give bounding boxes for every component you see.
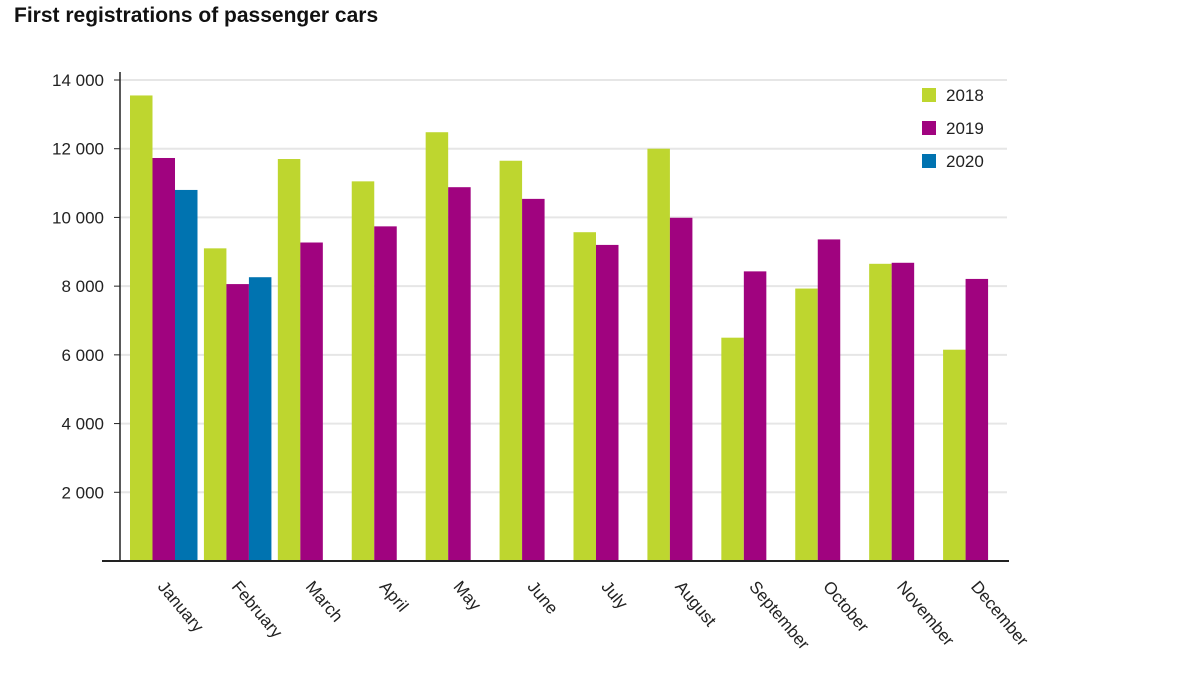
x-tick-label-june: June [524, 577, 562, 617]
x-tick-label-july: July [597, 577, 631, 613]
chart-title: First registrations of passenger cars [14, 4, 379, 27]
legend-label-2019: 2019 [946, 119, 984, 138]
bar-2019-january [152, 157, 175, 561]
bars [130, 95, 989, 562]
y-tick-label: 2 000 [61, 483, 104, 502]
bar-2018-december [943, 349, 966, 561]
bar-2019-july [596, 244, 619, 561]
x-tick-label-october: October [819, 577, 873, 636]
x-tick-label-september: September [745, 577, 813, 653]
gridlines [120, 79, 1007, 494]
bar-2019-february [226, 284, 249, 561]
y-tick-label: 10 000 [52, 208, 104, 227]
bar-2018-july [573, 232, 596, 561]
x-tick-label-march: March [302, 577, 347, 625]
bar-2019-october [817, 239, 841, 561]
bar-2019-december [965, 278, 989, 561]
bar-2019-may [448, 187, 471, 562]
bar-2018-may [425, 132, 449, 562]
legend-label-2018: 2018 [946, 86, 984, 105]
y-tick-label: 12 000 [52, 140, 104, 159]
bar-2018-march [277, 159, 301, 561]
bar-2019-june [522, 198, 545, 561]
bar-2018-november [869, 263, 892, 561]
x-tick-label-december: December [967, 577, 1032, 650]
bar-2018-june [499, 160, 523, 561]
bar-2018-february [203, 248, 227, 561]
x-tick-label-november: November [893, 577, 958, 650]
bar-2018-september [721, 337, 744, 561]
bar-2019-september [743, 271, 767, 561]
legend-swatch-2018 [922, 88, 936, 102]
y-tick-label: 6 000 [61, 346, 104, 365]
y-tick-label: 4 000 [61, 415, 104, 434]
bar-2020-february [248, 277, 272, 561]
bar-2018-january [130, 95, 153, 561]
bar-2018-august [647, 148, 670, 561]
x-tick-label-february: February [228, 577, 287, 642]
x-tick-label-may: May [450, 577, 486, 614]
legend-swatch-2020 [922, 154, 936, 168]
bar-2018-april [351, 181, 375, 561]
y-tick-label: 14 000 [52, 71, 104, 90]
legend: 2018 2019 2020 [922, 86, 984, 171]
bar-2019-august [669, 217, 693, 561]
bar-2019-april [374, 226, 397, 561]
legend-swatch-2019 [922, 121, 936, 135]
bar-2019-november [891, 262, 915, 561]
bar-2020-january [175, 189, 198, 561]
x-tick-label-april: April [376, 577, 412, 615]
y-tick-label: 8 000 [61, 277, 104, 296]
bar-2019-march [300, 242, 323, 562]
x-tick-label-august: August [671, 577, 720, 630]
legend-label-2020: 2020 [946, 152, 984, 171]
bar-2018-october [795, 288, 818, 561]
x-tick-label-january: January [154, 577, 208, 636]
